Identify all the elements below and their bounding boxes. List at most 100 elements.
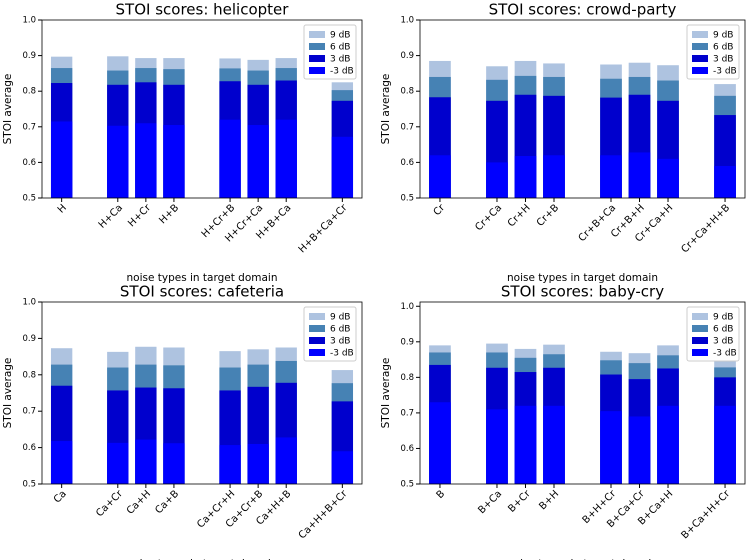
legend-frame xyxy=(686,24,740,80)
y-tick-label: 0.6 xyxy=(400,158,414,168)
bar xyxy=(514,405,537,484)
x-axis-label: noise types in target domain xyxy=(126,558,277,560)
legend-label: 3 dB xyxy=(713,337,733,347)
x-axis-label: noise types in target domain xyxy=(507,272,658,284)
plot-frame xyxy=(419,19,746,199)
y-axis-label: STOI average xyxy=(380,358,392,429)
bar xyxy=(331,451,354,484)
bar xyxy=(486,162,508,198)
legend-label: -3 dB xyxy=(330,349,354,359)
y-tick-label: 0.5 xyxy=(400,194,414,204)
y-tick-label: 0.8 xyxy=(22,87,36,97)
bar xyxy=(107,125,129,198)
plot-frame xyxy=(41,301,363,485)
legend-label: 3 dB xyxy=(330,55,350,65)
x-tick-label: Cr xyxy=(432,202,448,218)
x-tick-label: Ca+H xyxy=(125,488,153,516)
x-tick-label: H+Ca xyxy=(97,202,125,230)
y-tick-label: 0.8 xyxy=(400,373,414,383)
bar xyxy=(50,441,73,484)
bar xyxy=(600,155,622,198)
legend-swatch xyxy=(692,31,708,38)
x-tick-label: H+B xyxy=(157,202,181,226)
chart-title: STOI scores: cafeteria xyxy=(120,283,284,301)
legend-label: 9 dB xyxy=(713,31,733,41)
legend-swatch xyxy=(309,325,325,332)
y-tick-label: 0.7 xyxy=(22,407,36,417)
legend-swatch xyxy=(692,337,708,344)
x-tick-label: Ca+Cr xyxy=(94,488,125,519)
bar xyxy=(163,125,185,198)
x-tick-label: B+Ca xyxy=(476,488,504,516)
x-tick-label: H+B+Ca+Cr xyxy=(297,202,350,255)
y-tick-label: 0.8 xyxy=(22,370,36,380)
bar xyxy=(543,405,565,484)
legend-swatch xyxy=(692,325,708,332)
y-tick-label: 0.5 xyxy=(22,480,36,490)
bar xyxy=(543,155,565,198)
y-tick-label: 0.5 xyxy=(400,480,414,490)
legend-swatch xyxy=(692,313,708,320)
bar xyxy=(275,119,297,198)
legend-label: 6 dB xyxy=(713,325,733,335)
y-tick-label: 0.9 xyxy=(22,334,36,344)
bar xyxy=(628,416,651,484)
legend-swatch xyxy=(309,31,325,38)
chart-title: STOI scores: crowd-party xyxy=(489,1,677,19)
chart-title: STOI scores: helicopter xyxy=(116,1,290,19)
x-tick-label: Cr+B xyxy=(535,202,561,228)
x-tick-label: Cr+Ca xyxy=(473,202,504,233)
y-tick-label: 0.7 xyxy=(400,408,414,418)
legend-swatch xyxy=(309,67,325,74)
legend: 9 dB 6 dB 3 dB -3 dB xyxy=(686,306,740,362)
legend-label: 9 dB xyxy=(330,31,350,41)
x-tick-label: B+H xyxy=(537,488,561,512)
y-tick-label: 0.9 xyxy=(400,337,414,347)
x-tick-label: B xyxy=(435,488,448,501)
y-tick-label: 1.0 xyxy=(22,298,36,308)
x-axis-label: noise types in target domain xyxy=(126,272,277,284)
plot-frame xyxy=(41,19,363,199)
chart-title: STOI scores: baby-cry xyxy=(501,283,664,301)
bar xyxy=(628,152,651,198)
x-tick-label: Cr+H xyxy=(506,202,533,229)
bar xyxy=(135,439,157,484)
bar xyxy=(247,443,269,484)
y-tick-label: 0.7 xyxy=(400,122,414,132)
legend-label: 9 dB xyxy=(713,313,733,323)
bar xyxy=(486,409,508,484)
x-tick-label: Cr+B+Ca xyxy=(577,202,619,244)
bar xyxy=(657,405,679,484)
y-axis-label: STOI average xyxy=(2,358,14,429)
y-tick-label: 0.6 xyxy=(22,158,36,168)
bar xyxy=(714,165,736,198)
bar xyxy=(163,443,185,484)
legend-label: 6 dB xyxy=(330,325,350,335)
y-tick-label: 1.0 xyxy=(400,16,414,26)
bar xyxy=(247,125,269,198)
y-tick-label: 0.9 xyxy=(22,51,36,61)
bar xyxy=(514,155,537,198)
bar xyxy=(275,437,297,484)
legend-swatch xyxy=(692,349,708,356)
x-axis-label: noise types in target domain xyxy=(507,558,658,560)
legend-label: 3 dB xyxy=(713,55,733,65)
legend-swatch xyxy=(309,337,325,344)
bar xyxy=(50,121,73,198)
legend-label: -3 dB xyxy=(713,349,737,359)
bar xyxy=(657,158,679,198)
y-tick-label: 1.0 xyxy=(400,302,414,312)
legend: 9 dB 6 dB 3 dB -3 dB xyxy=(303,306,357,362)
bar xyxy=(429,155,451,198)
legend-label: 6 dB xyxy=(330,43,350,53)
bar xyxy=(714,405,736,484)
x-tick-label: Ca+B xyxy=(153,488,181,516)
bar xyxy=(135,123,157,198)
y-tick-label: 0.5 xyxy=(22,194,36,204)
legend-label: -3 dB xyxy=(713,67,737,77)
x-tick-label: B+Cr xyxy=(506,488,533,515)
x-tick-label: Ca xyxy=(52,488,69,505)
legend-swatch xyxy=(309,349,325,356)
bar xyxy=(219,119,241,198)
